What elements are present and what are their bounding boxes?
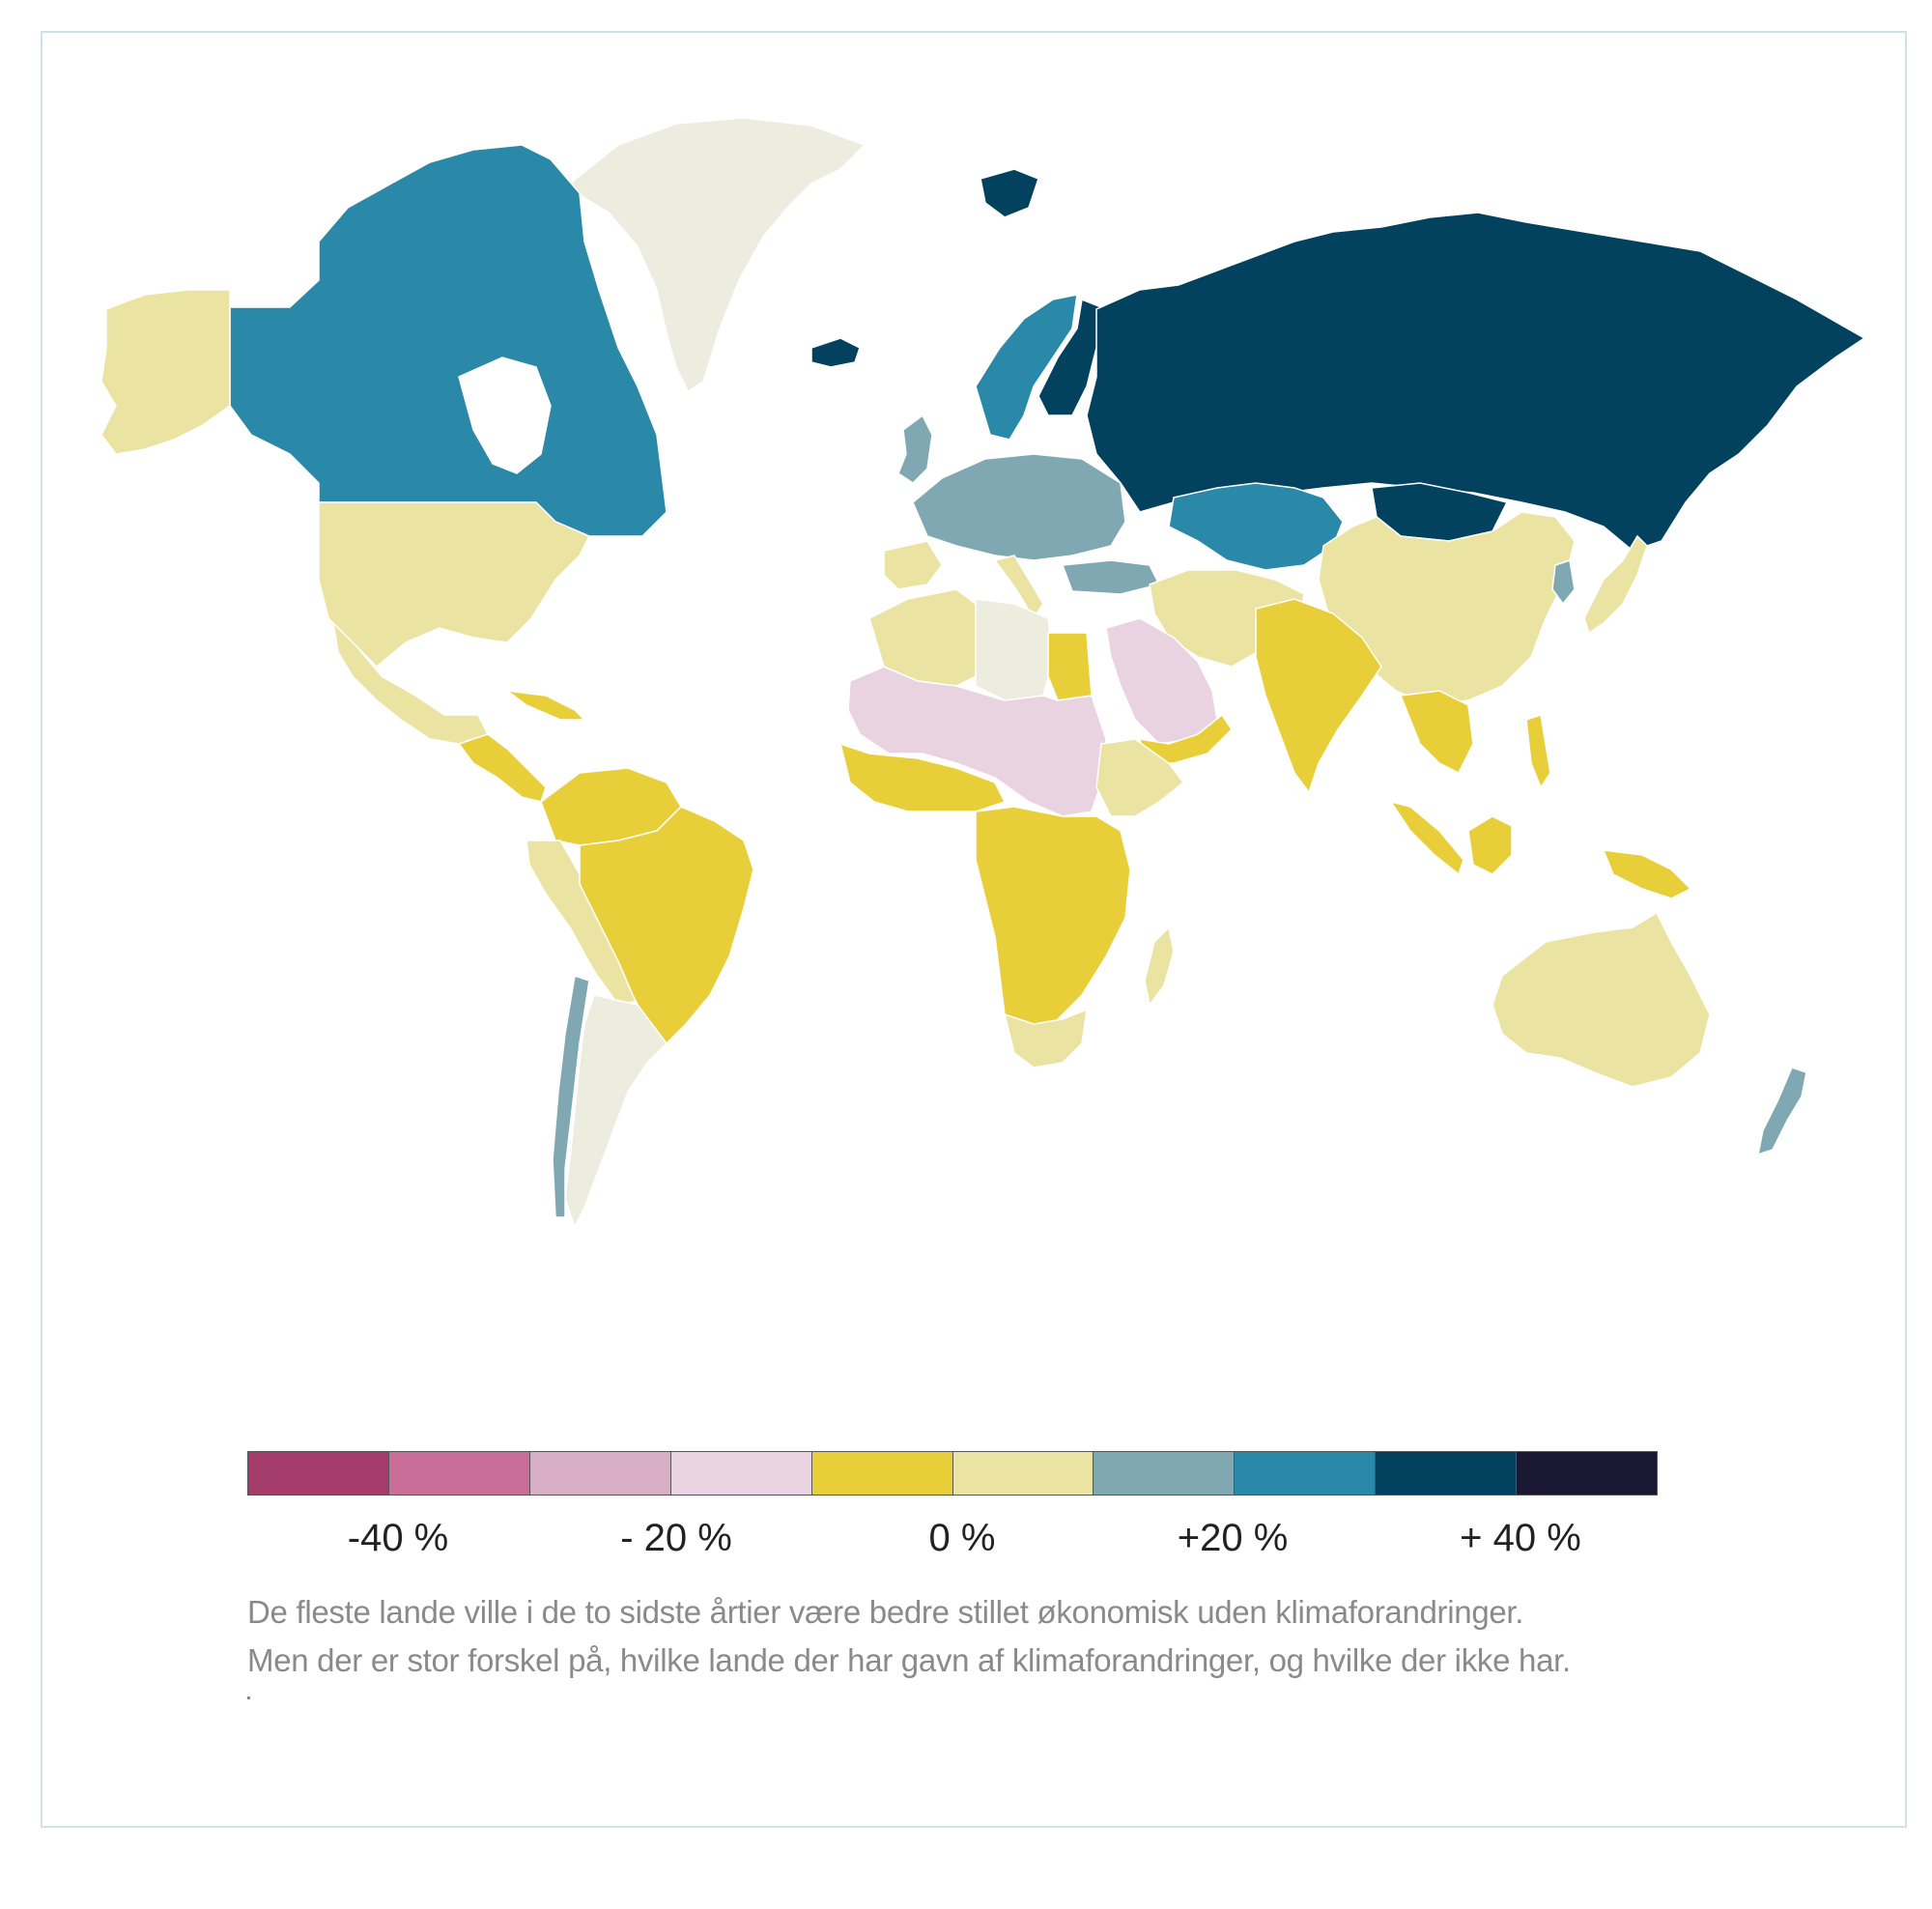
caption-dot: . (247, 1696, 250, 1699)
region-new-zealand (1757, 1067, 1807, 1156)
legend-swatch (388, 1452, 530, 1495)
region-svalbard (980, 168, 1039, 218)
legend-tick-label: + 40 % (1460, 1517, 1581, 1559)
region-australia (1492, 911, 1711, 1088)
legend-swatch (1094, 1452, 1236, 1495)
region-madagascar (1144, 926, 1175, 1007)
region-canada (229, 144, 668, 537)
legend-swatch (1376, 1452, 1518, 1495)
region-sumatra (1389, 800, 1464, 876)
region-chile (552, 975, 590, 1218)
region-sahel (847, 666, 1107, 817)
region-central-africa (975, 806, 1131, 1035)
legend-swatch (529, 1452, 671, 1495)
region-kazakhstan (1168, 482, 1344, 571)
legend-tick-label: 0 % (928, 1517, 996, 1559)
region-turkey (1061, 559, 1161, 595)
legend-color-bar (247, 1451, 1658, 1496)
region-italy (993, 555, 1044, 620)
region-brazil (579, 806, 754, 1045)
region-iceland (810, 337, 861, 368)
region-egypt (1047, 632, 1093, 701)
region-andes (526, 840, 644, 1006)
legend-swatch (811, 1452, 953, 1495)
legend-tick-label: +20 % (1177, 1517, 1289, 1559)
legend-swatch (670, 1452, 812, 1495)
region-south-africa (1003, 1008, 1088, 1068)
region-japan (1583, 534, 1648, 635)
region-argentina (564, 994, 668, 1229)
region-new-guinea (1602, 849, 1692, 899)
region-western-europe (912, 453, 1126, 561)
region-greenland (568, 117, 867, 393)
region-usa (318, 501, 591, 669)
legend-tick-label: -40 % (347, 1517, 449, 1559)
region-alaska (100, 289, 231, 455)
hudson-bay (458, 356, 552, 474)
caption: De fleste lande ville i de to sidste årt… (247, 1588, 1754, 1685)
legend-tick-label: - 20 % (620, 1517, 732, 1559)
region-central-america (457, 733, 547, 803)
legend-swatch (1235, 1452, 1377, 1495)
region-philippines (1525, 714, 1551, 789)
region-borneo (1467, 815, 1513, 875)
region-iberia (883, 540, 943, 590)
legend-swatch (1517, 1452, 1658, 1495)
region-ethiopia (1095, 738, 1185, 817)
legend-swatch (952, 1452, 1094, 1495)
legend-swatch (248, 1452, 389, 1495)
region-scandinavia (975, 294, 1078, 441)
region-korea (1551, 559, 1576, 606)
region-west-africa (838, 742, 1007, 812)
region-uk-ireland (897, 413, 933, 484)
world-map (100, 117, 1866, 1229)
figure-frame (41, 31, 1907, 1828)
region-southeast-asia (1399, 690, 1474, 775)
region-libya (975, 598, 1054, 701)
caption-line: De fleste lande ville i de to sidste årt… (247, 1594, 1524, 1630)
caption-line: Men der er stor forskel på, hvilke lande… (247, 1642, 1571, 1678)
region-cuba (504, 689, 586, 721)
region-india (1255, 598, 1382, 794)
